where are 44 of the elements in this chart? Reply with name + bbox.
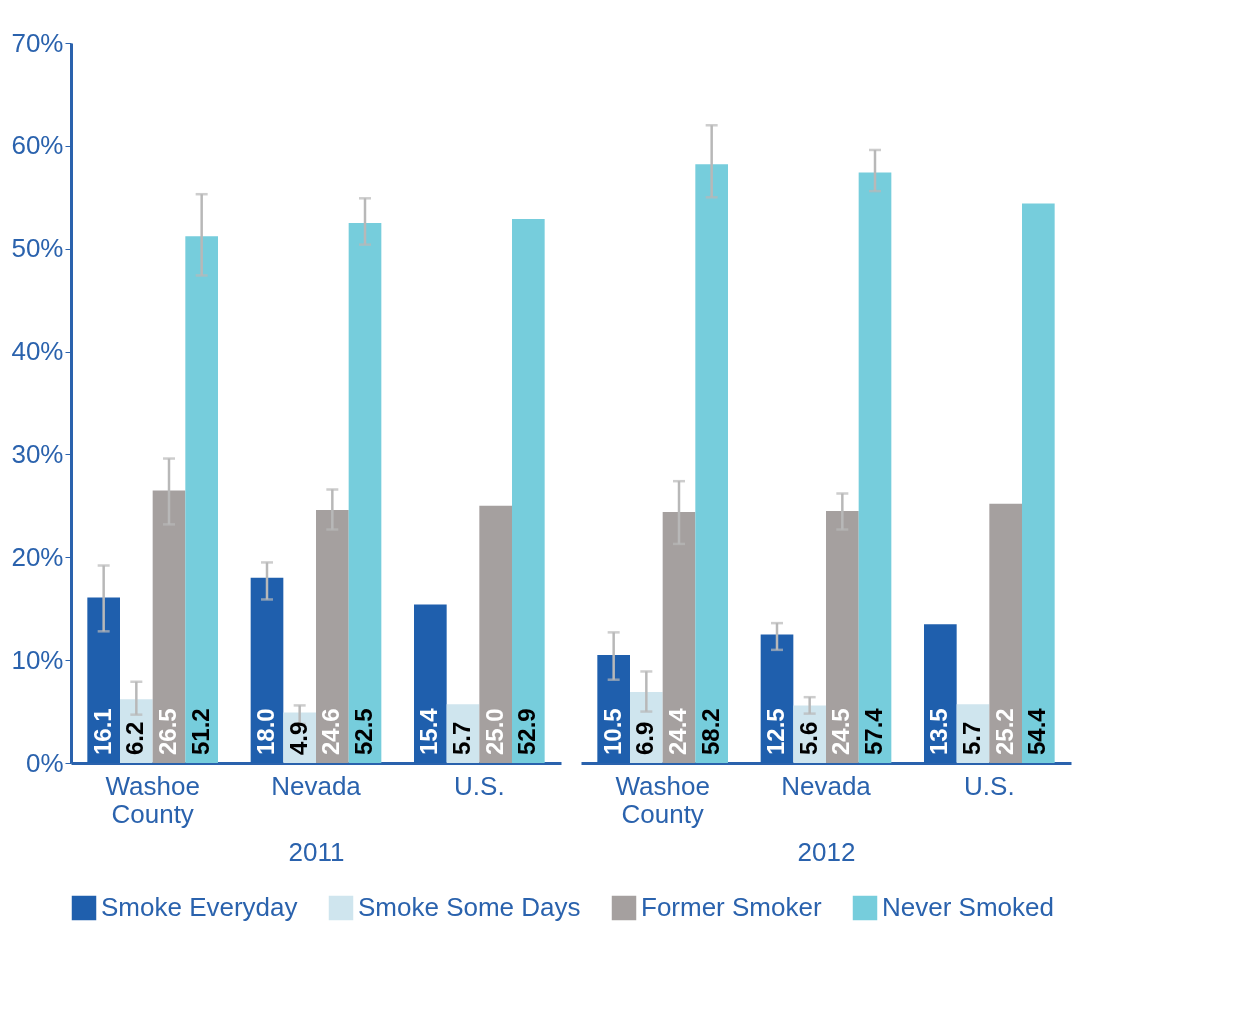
data-label: 18.0	[252, 708, 279, 755]
data-label: 25.2	[990, 708, 1018, 755]
x-tick-label: U.S.	[964, 770, 1015, 801]
x-tick-label: Nevada	[271, 770, 362, 801]
data-label: 57.4	[860, 707, 887, 755]
data-label: 13.5	[925, 708, 953, 755]
data-label: 6.9	[631, 721, 659, 755]
data-label: 16.1	[88, 708, 116, 755]
x-axis-title: 2012	[797, 836, 856, 867]
data-label: 24.4	[664, 707, 691, 755]
data-label: 4.9	[284, 721, 312, 755]
y-tick-label: 30%	[11, 438, 64, 469]
x-tick-label: Nevada	[781, 770, 872, 801]
y-tick-label: 60%	[11, 130, 64, 161]
x-tick-label: Washoe County	[105, 770, 200, 829]
y-tick-label: 40%	[11, 336, 64, 367]
data-label: 5.7	[448, 721, 475, 755]
legend-label: Never Smoked	[882, 892, 1054, 922]
data-label: 52.9	[513, 708, 541, 755]
data-label: 24.6	[317, 708, 345, 755]
data-label: 52.5	[350, 708, 377, 755]
data-label: 26.5	[154, 708, 181, 755]
legend-label: Smoke Everyday	[101, 892, 298, 922]
data-label: 15.4	[415, 707, 443, 755]
data-label: 58.2	[696, 708, 724, 755]
data-label: 51.2	[186, 708, 214, 755]
data-label: 54.4	[1023, 707, 1051, 755]
data-label: 12.5	[762, 708, 789, 755]
data-label: 10.5	[598, 708, 626, 755]
x-axis-title: 2011	[288, 836, 345, 867]
legend-label: Smoke Some Days	[358, 892, 581, 922]
data-label: 5.7	[958, 721, 985, 755]
legend-label: Former Smoker	[641, 892, 822, 922]
x-tick-label: U.S.	[454, 770, 505, 801]
y-tick-label: 20%	[11, 541, 64, 572]
y-tick-label: 10%	[11, 644, 64, 675]
y-tick-label: 0%	[25, 747, 64, 778]
data-label: 25.0	[480, 708, 508, 755]
data-label: 5.6	[794, 721, 822, 755]
y-tick-label: 70%	[11, 27, 64, 58]
y-tick-label: 50%	[11, 233, 64, 264]
data-label: 24.5	[827, 708, 855, 755]
x-tick-label: Washoe County	[615, 770, 710, 829]
data-label: 6.2	[121, 721, 149, 755]
